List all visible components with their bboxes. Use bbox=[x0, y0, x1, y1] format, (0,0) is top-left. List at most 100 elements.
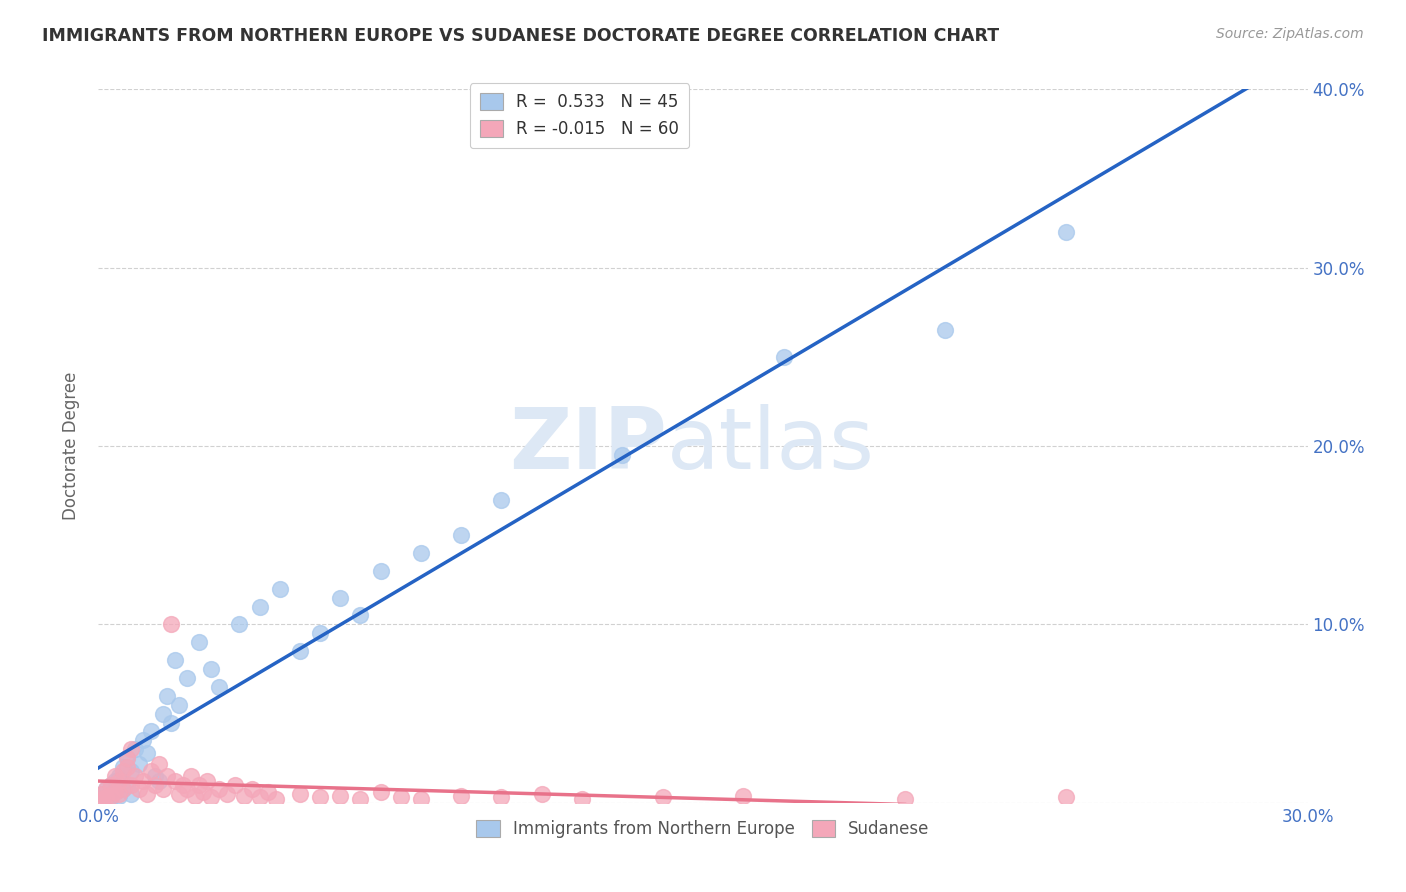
Point bbox=[124, 769, 146, 783]
Point bbox=[163, 653, 186, 667]
Point bbox=[934, 323, 956, 337]
Point bbox=[309, 626, 332, 640]
Point bbox=[188, 635, 211, 649]
Point bbox=[309, 790, 332, 805]
Y-axis label: Doctorate Degree: Doctorate Degree bbox=[62, 372, 80, 520]
Point bbox=[96, 790, 118, 805]
Point bbox=[103, 774, 125, 789]
Point bbox=[180, 769, 202, 783]
Point bbox=[370, 564, 392, 578]
Point bbox=[120, 787, 142, 801]
Point bbox=[120, 742, 142, 756]
Point bbox=[128, 781, 150, 796]
Point bbox=[115, 751, 138, 765]
Point bbox=[107, 769, 129, 783]
Point bbox=[107, 774, 129, 789]
Point bbox=[143, 778, 166, 792]
Point bbox=[208, 680, 231, 694]
Text: atlas: atlas bbox=[666, 404, 875, 488]
Point bbox=[115, 751, 138, 765]
Point bbox=[1054, 790, 1077, 805]
Point bbox=[100, 790, 122, 805]
Point bbox=[249, 599, 271, 614]
Legend: Immigrants from Northern Europe, Sudanese: Immigrants from Northern Europe, Sudanes… bbox=[470, 813, 936, 845]
Point bbox=[111, 764, 134, 778]
Point bbox=[264, 792, 287, 806]
Point bbox=[100, 778, 122, 792]
Point bbox=[349, 792, 371, 806]
Point bbox=[409, 792, 432, 806]
Point bbox=[530, 787, 553, 801]
Point bbox=[491, 790, 513, 805]
Point bbox=[103, 769, 125, 783]
Point bbox=[96, 781, 118, 796]
Point bbox=[120, 778, 142, 792]
Text: Source: ZipAtlas.com: Source: ZipAtlas.com bbox=[1216, 27, 1364, 41]
Point bbox=[288, 787, 311, 801]
Point bbox=[156, 689, 179, 703]
Point bbox=[91, 787, 114, 801]
Point bbox=[100, 789, 122, 803]
Point bbox=[139, 764, 162, 778]
Point bbox=[152, 781, 174, 796]
Point bbox=[132, 733, 155, 747]
Point bbox=[200, 790, 222, 805]
Point bbox=[124, 742, 146, 756]
Point bbox=[491, 492, 513, 507]
Point bbox=[269, 582, 291, 596]
Point bbox=[111, 760, 134, 774]
Point bbox=[160, 617, 183, 632]
Point bbox=[100, 778, 122, 792]
Point bbox=[329, 789, 352, 803]
Point bbox=[132, 774, 155, 789]
Point bbox=[167, 698, 190, 712]
Point bbox=[176, 671, 198, 685]
Point bbox=[91, 792, 114, 806]
Point bbox=[450, 789, 472, 803]
Point bbox=[733, 789, 755, 803]
Point bbox=[893, 792, 915, 806]
Point bbox=[184, 789, 207, 803]
Point bbox=[135, 787, 157, 801]
Point bbox=[188, 778, 211, 792]
Point bbox=[152, 706, 174, 721]
Text: IMMIGRANTS FROM NORTHERN EUROPE VS SUDANESE DOCTORATE DEGREE CORRELATION CHART: IMMIGRANTS FROM NORTHERN EUROPE VS SUDAN… bbox=[42, 27, 1000, 45]
Point bbox=[111, 781, 134, 796]
Point bbox=[217, 787, 239, 801]
Point bbox=[224, 778, 246, 792]
Point bbox=[176, 781, 198, 796]
Point bbox=[156, 769, 179, 783]
Point bbox=[772, 350, 794, 364]
Point bbox=[139, 724, 162, 739]
Point bbox=[370, 785, 392, 799]
Point bbox=[91, 787, 114, 801]
Point bbox=[103, 785, 125, 799]
Point bbox=[128, 756, 150, 771]
Point bbox=[115, 778, 138, 792]
Point bbox=[163, 774, 186, 789]
Point bbox=[228, 617, 250, 632]
Point bbox=[160, 715, 183, 730]
Point bbox=[389, 790, 412, 805]
Point bbox=[409, 546, 432, 560]
Point bbox=[612, 448, 634, 462]
Point bbox=[148, 756, 170, 771]
Point bbox=[148, 774, 170, 789]
Point bbox=[195, 774, 218, 789]
Point bbox=[349, 608, 371, 623]
Point bbox=[651, 790, 673, 805]
Point bbox=[96, 781, 118, 796]
Point bbox=[115, 760, 138, 774]
Point bbox=[200, 662, 222, 676]
Point bbox=[1054, 225, 1077, 239]
Point bbox=[256, 785, 278, 799]
Point bbox=[288, 644, 311, 658]
Text: ZIP: ZIP bbox=[509, 404, 666, 488]
Point bbox=[143, 769, 166, 783]
Point bbox=[571, 792, 593, 806]
Point bbox=[111, 781, 134, 796]
Point bbox=[193, 785, 215, 799]
Point bbox=[167, 787, 190, 801]
Point bbox=[240, 781, 263, 796]
Point bbox=[172, 778, 194, 792]
